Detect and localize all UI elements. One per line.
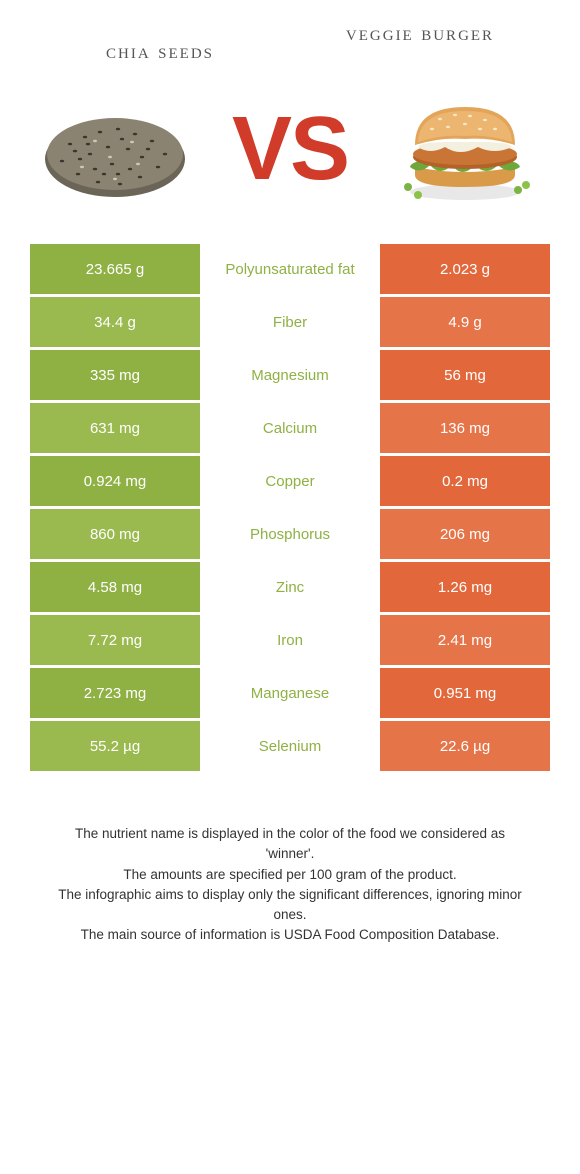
- table-row: 34.4 gFiber4.9 g: [30, 297, 550, 347]
- left-value: 55.2 µg: [30, 721, 200, 771]
- footer-notes: The nutrient name is displayed in the co…: [0, 774, 580, 946]
- table-row: 23.665 gPolyunsaturated fat2.023 g: [30, 244, 550, 294]
- right-value: 2.023 g: [380, 244, 550, 294]
- footer-line: The amounts are specified per 100 gram o…: [50, 865, 530, 885]
- nutrient-label: Iron: [200, 615, 380, 665]
- right-value: 206 mg: [380, 509, 550, 559]
- right-value: 0.2 mg: [380, 456, 550, 506]
- footer-line: The infographic aims to display only the…: [50, 885, 530, 926]
- right-value: 136 mg: [380, 403, 550, 453]
- title-right: veggie burger: [290, 20, 550, 64]
- footer-line: The main source of information is USDA F…: [50, 925, 530, 945]
- right-value: 56 mg: [380, 350, 550, 400]
- right-value: 4.9 g: [380, 297, 550, 347]
- right-value: 22.6 µg: [380, 721, 550, 771]
- chia-seeds-image: [30, 84, 200, 214]
- vs-label: VS: [232, 98, 348, 201]
- table-row: 4.58 mgZinc1.26 mg: [30, 562, 550, 612]
- table-row: 0.924 mgCopper0.2 mg: [30, 456, 550, 506]
- nutrient-label: Manganese: [200, 668, 380, 718]
- hero-row: VS: [0, 74, 580, 244]
- left-value: 0.924 mg: [30, 456, 200, 506]
- nutrient-label: Calcium: [200, 403, 380, 453]
- veggie-burger-image: [380, 84, 550, 214]
- table-row: 335 mgMagnesium56 mg: [30, 350, 550, 400]
- table-row: 860 mgPhosphorus206 mg: [30, 509, 550, 559]
- left-value: 2.723 mg: [30, 668, 200, 718]
- table-row: 55.2 µgSelenium22.6 µg: [30, 721, 550, 771]
- left-value: 335 mg: [30, 350, 200, 400]
- left-value: 7.72 mg: [30, 615, 200, 665]
- right-value: 0.951 mg: [380, 668, 550, 718]
- left-value: 860 mg: [30, 509, 200, 559]
- left-value: 23.665 g: [30, 244, 200, 294]
- nutrient-label: Zinc: [200, 562, 380, 612]
- left-value: 4.58 mg: [30, 562, 200, 612]
- title-left: chia seeds: [30, 20, 290, 64]
- nutrient-label: Selenium: [200, 721, 380, 771]
- nutrient-label: Polyunsaturated fat: [200, 244, 380, 294]
- table-row: 2.723 mgManganese0.951 mg: [30, 668, 550, 718]
- left-value: 631 mg: [30, 403, 200, 453]
- nutrient-label: Copper: [200, 456, 380, 506]
- table-row: 631 mgCalcium136 mg: [30, 403, 550, 453]
- nutrient-label: Fiber: [200, 297, 380, 347]
- footer-line: The nutrient name is displayed in the co…: [50, 824, 530, 865]
- titles-row: chia seeds veggie burger: [0, 0, 580, 74]
- right-value: 1.26 mg: [380, 562, 550, 612]
- nutrient-label: Magnesium: [200, 350, 380, 400]
- left-value: 34.4 g: [30, 297, 200, 347]
- comparison-table: 23.665 gPolyunsaturated fat2.023 g34.4 g…: [0, 244, 580, 771]
- table-row: 7.72 mgIron2.41 mg: [30, 615, 550, 665]
- right-value: 2.41 mg: [380, 615, 550, 665]
- nutrient-label: Phosphorus: [200, 509, 380, 559]
